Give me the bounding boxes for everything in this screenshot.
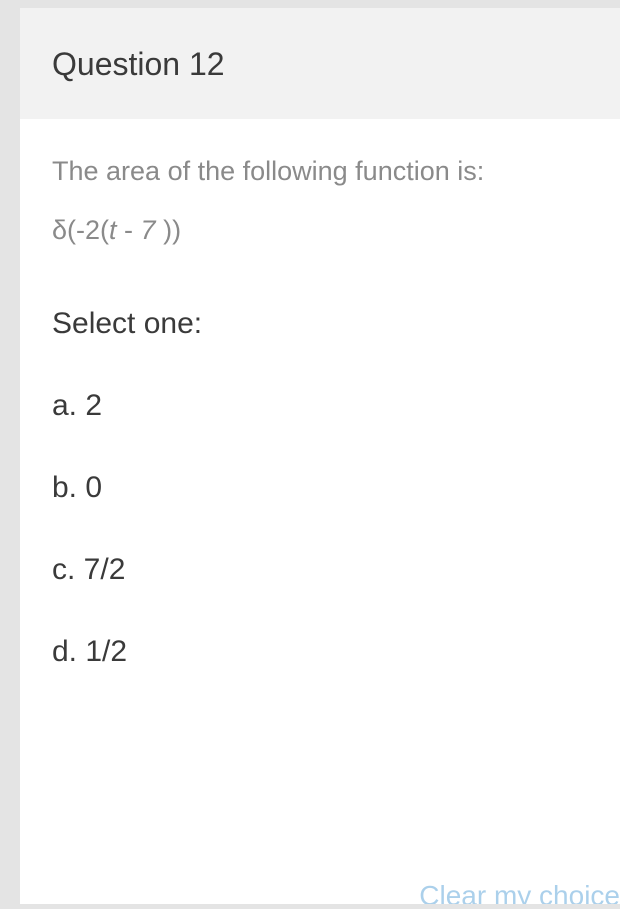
select-one-label: Select one: [52,307,588,341]
option-d[interactable]: d. 1/2 [52,635,588,669]
formula-prefix: δ(-2( [52,215,109,245]
formula-suffix: )) [156,215,181,245]
formula-number: 7 [141,215,156,245]
question-formula: δ(-2(t - 7 )) [52,212,588,250]
page-background: Question 12 The area of the following fu… [0,0,620,909]
formula-mid: - [117,215,141,245]
formula-variable: t [109,215,117,245]
option-a[interactable]: a. 2 [52,389,588,423]
clear-my-choice-link[interactable]: Clear my choice [419,882,620,904]
question-prompt: The area of the following function is: [52,151,588,192]
question-header: Question 12 [20,8,620,119]
question-body: The area of the following function is: δ… [20,119,620,669]
option-b[interactable]: b. 0 [52,471,588,505]
question-card: Question 12 The area of the following fu… [20,8,620,904]
option-c[interactable]: c. 7/2 [52,553,588,587]
question-title: Question 12 [52,46,588,83]
